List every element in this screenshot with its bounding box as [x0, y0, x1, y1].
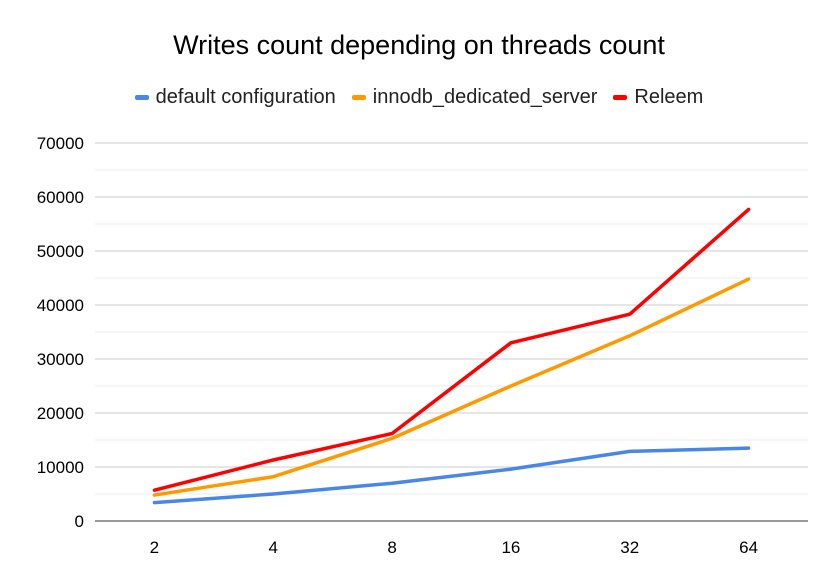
legend-item-releem: Releem: [613, 86, 703, 109]
legend-swatch-releem: [613, 95, 628, 100]
y-tick-label: 50000: [37, 242, 84, 261]
y-tick-label: 70000: [37, 134, 84, 153]
legend-swatch-innodb-dedicated-server: [351, 95, 366, 100]
y-tick-label: 0: [75, 512, 84, 531]
y-tick-label: 30000: [37, 350, 84, 369]
legend-item-innodb-dedicated-server: innodb_dedicated_server: [351, 86, 598, 109]
legend: default configuration innodb_dedicated_s…: [0, 86, 838, 109]
x-tick-label: 8: [387, 538, 396, 557]
legend-label-innodb-dedicated-server: innodb_dedicated_server: [372, 86, 598, 108]
x-tick-label: 4: [269, 538, 278, 557]
legend-swatch-default-configuration: [134, 95, 149, 100]
legend-label-releem: Releem: [634, 86, 704, 108]
y-tick-label: 40000: [37, 296, 84, 315]
x-tick-label: 64: [739, 538, 758, 557]
x-tick-label: 16: [501, 538, 520, 557]
chart-title: Writes count depending on threads count: [173, 30, 665, 60]
y-tick-label: 10000: [37, 458, 84, 477]
series-line-innodb-dedicated-server: [152, 277, 751, 497]
legend-item-default-configuration: default configuration: [134, 86, 336, 109]
legend-label-default-configuration: default configuration: [155, 86, 336, 108]
series-line-default-configuration: [152, 446, 751, 505]
x-tick-label: 2: [150, 538, 159, 557]
x-tick-label: 32: [620, 538, 639, 557]
y-tick-label: 20000: [37, 404, 84, 423]
y-tick-label: 60000: [37, 188, 84, 207]
series-line-releem: [152, 207, 751, 492]
